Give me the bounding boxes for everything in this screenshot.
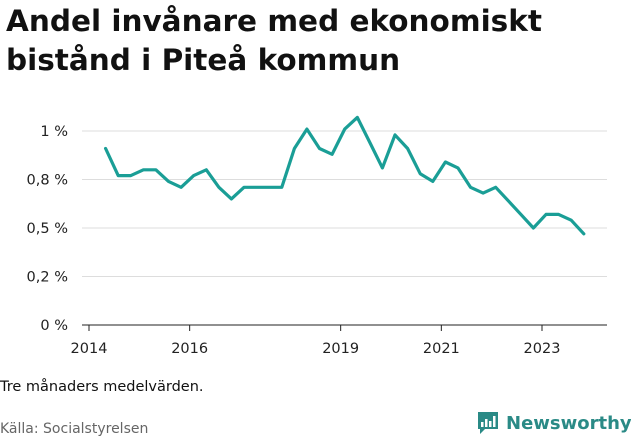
newsworthy-logo-icon (478, 412, 498, 434)
series-lines (103, 115, 586, 236)
x-tick-label: 2021 (423, 341, 460, 357)
line-chart: 0 %0,2 %0,5 %0,8 %1 % 2014 2016 2019 2021 20… (27, 115, 607, 357)
y-tick-label: 0,5 % (27, 221, 68, 237)
y-tick-label: 1 % (40, 124, 68, 140)
chart-note: Tre månaders medelvärden. (0, 379, 204, 395)
series-line (103, 115, 586, 236)
x-tick-label: 2014 (71, 341, 108, 357)
brand-name: Newsworthy (506, 412, 631, 434)
chart-title-line-2: bistånd i Piteå kommun (6, 43, 401, 77)
x-tick-label: 2016 (171, 341, 208, 357)
chart-title-line-1: Andel invånare med ekonomiskt (6, 4, 542, 38)
x-tick-label: 2019 (322, 341, 359, 357)
brand-logo: Newsworthy (476, 409, 631, 437)
gridlines (82, 130, 607, 277)
y-tick-label: 0,2 % (27, 270, 68, 286)
y-tick-label: 0 % (40, 318, 68, 334)
x-axis: 2014 2016 2019 2021 2023 (71, 324, 607, 357)
source-credit: Källa: Socialstyrelsen (0, 421, 149, 437)
x-tick-label: 2023 (524, 341, 561, 357)
y-axis-tick-labels: 0 % 0,2 % 0,5 % 0,8 % 1 % (27, 124, 68, 334)
chart-title: Andel invånare med ekonomiskt bistånd i … (6, 2, 606, 80)
y-tick-label: 0,8 % (27, 173, 68, 189)
